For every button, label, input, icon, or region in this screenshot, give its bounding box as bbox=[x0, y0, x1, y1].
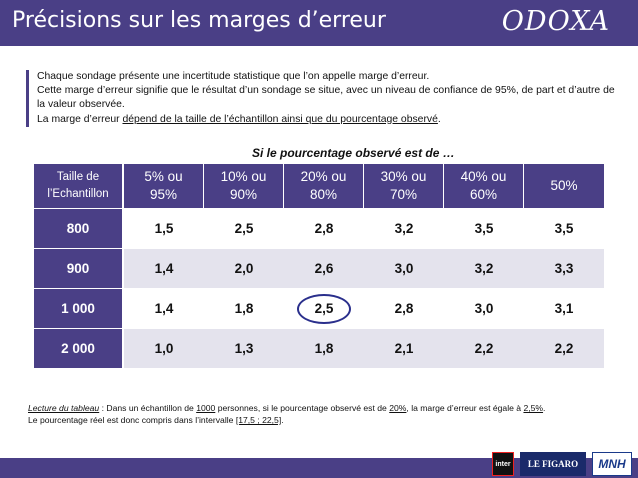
footnote-margin: 2,5% bbox=[523, 403, 544, 413]
sample-size-cell: 1 000 bbox=[34, 288, 124, 328]
column-header-line2: 95% bbox=[149, 187, 178, 202]
column-header-20: 20% ou 80% bbox=[284, 164, 364, 208]
column-header-10: 10% ou 90% bbox=[204, 164, 284, 208]
value-cell: 3,3 bbox=[524, 248, 604, 288]
column-header-line2: 80% bbox=[309, 187, 338, 202]
value-cell: 3,2 bbox=[364, 208, 444, 248]
footnote-text: . bbox=[281, 415, 284, 425]
footnote-text: . bbox=[543, 403, 546, 413]
value-cell: 3,5 bbox=[444, 208, 524, 248]
column-header-line2: 70% bbox=[389, 187, 418, 202]
intro-line-3: La marge d’erreur dépend de la taille de… bbox=[37, 113, 622, 127]
column-header-line1: 50% bbox=[550, 178, 578, 193]
table-header-row: Taille de l’Echantillon 5% ou 95% 10% ou 9… bbox=[34, 164, 604, 208]
footnote-text: , la marge d’erreur est égale à bbox=[406, 403, 524, 413]
value-cell: 1,5 bbox=[124, 208, 204, 248]
header-bar: Précisions sur les marges d’erreur ODOXA bbox=[0, 0, 638, 46]
footnote-text: personnes, si le pourcentage observé est… bbox=[215, 403, 390, 413]
footnote-line-1: Lecture du tableau : Dans un échantillon… bbox=[28, 402, 618, 414]
column-header-50: 50% bbox=[524, 164, 604, 208]
footnote-line-2: Le pourcentage réel est donc compris dan… bbox=[28, 414, 618, 426]
column-header-line1: 40% ou bbox=[460, 169, 507, 184]
sample-size-cell: 2 000 bbox=[34, 328, 124, 368]
value-cell: 1,0 bbox=[124, 328, 204, 368]
value-cell: 2,8 bbox=[364, 288, 444, 328]
column-header-line2: 60% bbox=[469, 187, 498, 202]
column-header-line1: 30% ou bbox=[380, 169, 427, 184]
value-cell: 2,6 bbox=[284, 248, 364, 288]
footer-bar bbox=[0, 458, 638, 478]
footnote-label: Lecture du tableau bbox=[28, 403, 100, 413]
table-row: 1 000 1,4 1,8 2,5 2,8 3,0 3,1 bbox=[34, 288, 604, 328]
highlighted-value-cell: 2,5 bbox=[284, 288, 364, 328]
intro-line-1: Chaque sondage présente une incertitude … bbox=[37, 71, 430, 82]
footnote-percentage: 20% bbox=[389, 403, 407, 413]
value-cell: 2,0 bbox=[204, 248, 284, 288]
sample-size-header: Taille de l’Echantillon bbox=[34, 164, 124, 208]
footnote-interval: [17,5 ; 22,5] bbox=[235, 415, 282, 425]
column-header-40: 40% ou 60% bbox=[444, 164, 524, 208]
value-cell: 2,8 bbox=[284, 208, 364, 248]
table-row: 800 1,5 2,5 2,8 3,2 3,5 3,5 bbox=[34, 208, 604, 248]
intro-line-3-prefix: La marge d’erreur bbox=[37, 113, 123, 125]
value-cell: 3,0 bbox=[364, 248, 444, 288]
value-cell: 2,2 bbox=[444, 328, 524, 368]
column-header-line1: 10% ou bbox=[220, 169, 267, 184]
table-subheading: Si le pourcentage observé est de … bbox=[252, 146, 455, 160]
sample-size-header-line2: l’Echantillon bbox=[47, 188, 109, 200]
sample-size-cell: 800 bbox=[34, 208, 124, 248]
intro-text: Chaque sondage présente une incertitude … bbox=[26, 70, 622, 127]
value-cell: 3,1 bbox=[524, 288, 604, 328]
table-footnote: Lecture du tableau : Dans un échantillon… bbox=[28, 402, 618, 426]
column-header-line1: 5% ou bbox=[144, 169, 183, 184]
value-cell: 3,0 bbox=[444, 288, 524, 328]
footnote-sample: 1000 bbox=[196, 403, 216, 413]
intro-line-3-underlined: dépend de la taille de l’échantillon ain… bbox=[122, 113, 438, 125]
value-cell: 2,1 bbox=[364, 328, 444, 368]
page-title: Précisions sur les marges d’erreur bbox=[12, 8, 386, 33]
column-header-line1: 20% ou bbox=[300, 169, 347, 184]
value-cell: 3,5 bbox=[524, 208, 604, 248]
column-header-30: 30% ou 70% bbox=[364, 164, 444, 208]
footnote-text: : Dans un échantillon de bbox=[99, 403, 197, 413]
value-cell: 2,5 bbox=[204, 208, 284, 248]
highlight-circle bbox=[297, 293, 351, 324]
table-row: 900 1,4 2,0 2,6 3,0 3,2 3,3 bbox=[34, 248, 604, 288]
footnote-text: Le pourcentage réel est donc compris dan… bbox=[28, 415, 236, 425]
france-inter-logo: inter bbox=[492, 452, 514, 476]
margin-of-error-table: Taille de l’Echantillon 5% ou 95% 10% ou 9… bbox=[34, 164, 604, 368]
value-cell: 1,8 bbox=[204, 288, 284, 328]
intro-line-3-suffix: . bbox=[437, 113, 441, 125]
mnh-logo: MNH bbox=[592, 452, 632, 476]
value-cell: 1,3 bbox=[204, 328, 284, 368]
value-cell: 1,4 bbox=[124, 288, 204, 328]
table-row: 2 000 1,0 1,3 1,8 2,1 2,2 2,2 bbox=[34, 328, 604, 368]
value-cell: 1,4 bbox=[124, 248, 204, 288]
value-cell: 3,2 bbox=[444, 248, 524, 288]
sample-size-cell: 900 bbox=[34, 248, 124, 288]
le-figaro-logo: LE FIGARO bbox=[520, 452, 586, 476]
odoxa-logo: ODOXA bbox=[501, 6, 610, 37]
intro-line-2: Cette marge d’erreur signifie que le rés… bbox=[37, 85, 615, 111]
value-cell: 2,2 bbox=[524, 328, 604, 368]
column-header-5: 5% ou 95% bbox=[124, 164, 204, 208]
sample-size-header-line1: Taille de bbox=[56, 171, 100, 183]
column-header-line2: 90% bbox=[229, 187, 258, 202]
value-cell: 1,8 bbox=[284, 328, 364, 368]
